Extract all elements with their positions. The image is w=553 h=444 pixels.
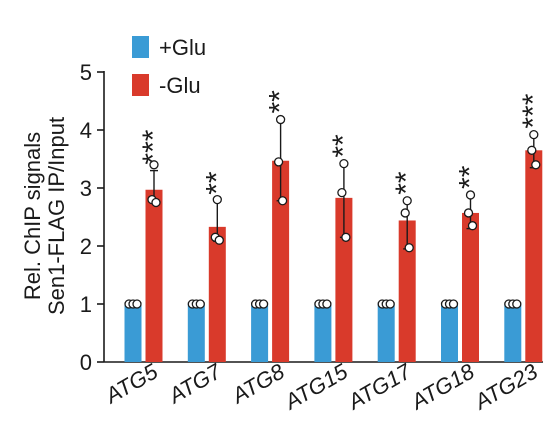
point-minus-glu — [337, 187, 347, 198]
point-minus-glu — [529, 129, 539, 140]
bar-plus-glu — [124, 304, 142, 362]
point-minus-glu — [151, 197, 161, 208]
y-axis-label: Rel. ChIP signals Sen1-FLAG IP/Input — [20, 117, 69, 315]
point-minus-glu — [531, 160, 541, 170]
significance-marker: ** — [200, 171, 233, 195]
data-points — [124, 114, 541, 309]
point-minus-glu — [465, 190, 476, 200]
y-axis-title-line-1: Rel. ChIP signals — [20, 132, 45, 300]
point-minus-glu — [273, 157, 284, 167]
point-minus-glu — [214, 235, 224, 245]
bar-plus-glu — [314, 304, 332, 362]
bar-plus-glu — [377, 304, 395, 362]
category-label: ATG23 — [469, 358, 543, 415]
y-tick-label: 0 — [80, 350, 92, 375]
bar-plus-glu — [441, 304, 458, 362]
point-minus-glu — [275, 114, 286, 125]
y-tick-label: 4 — [80, 118, 92, 143]
legend: +Glu -Glu — [132, 35, 206, 98]
legend-label: -Glu — [159, 73, 201, 98]
significance-marker: ** — [454, 165, 487, 189]
y-tick-label: 5 — [80, 60, 92, 85]
category-label: ATG8 — [226, 358, 289, 409]
significance-markers: *********** ***** — [137, 90, 550, 195]
point-plus-glu — [385, 299, 395, 309]
category-label: ATG18 — [405, 358, 479, 415]
point-plus-glu — [322, 299, 332, 309]
point-minus-glu — [402, 196, 412, 206]
significance-marker: *** — [137, 129, 170, 164]
significance-marker: ** — [390, 171, 423, 195]
bar-minus-glu — [525, 150, 543, 362]
point-minus-glu — [527, 145, 537, 155]
bar-minus-glu — [208, 226, 226, 362]
category-label: ATG17 — [342, 358, 416, 415]
point-plus-glu — [448, 299, 459, 309]
category-label: ATG5 — [99, 358, 162, 409]
y-tick-label: 2 — [80, 234, 92, 259]
point-minus-glu — [149, 160, 159, 170]
point-plus-glu — [132, 299, 142, 309]
significance-marker: ** — [327, 134, 360, 158]
y-tick-label: 3 — [80, 176, 92, 201]
significance-marker: ** — [264, 90, 297, 114]
point-minus-glu — [404, 243, 414, 253]
point-minus-glu — [463, 208, 474, 218]
point-plus-glu — [258, 299, 269, 309]
bar-plus-glu — [504, 304, 522, 362]
y-axis-title-line-2: Sen1-FLAG IP/Input — [44, 117, 69, 315]
significance-marker: *** — [517, 93, 550, 128]
bar-minus-glu — [462, 212, 479, 362]
bar-minus-glu — [145, 189, 163, 362]
legend-swatch — [132, 36, 149, 58]
point-minus-glu — [339, 158, 349, 169]
legend-label: +Glu — [159, 35, 206, 60]
point-plus-glu — [512, 299, 522, 309]
point-minus-glu — [341, 232, 351, 242]
bar-plus-glu — [187, 304, 205, 362]
bar-minus-glu — [398, 220, 416, 362]
legend-swatch — [132, 74, 149, 96]
y-tick-label: 1 — [80, 292, 92, 317]
point-plus-glu — [195, 299, 205, 309]
bar-minus-glu — [272, 160, 290, 362]
category-label: ATG15 — [279, 358, 353, 415]
point-minus-glu — [467, 221, 478, 231]
point-minus-glu — [400, 208, 410, 218]
bar-plus-glu — [251, 304, 269, 362]
point-minus-glu — [212, 194, 222, 205]
category-label: ATG7 — [163, 358, 226, 409]
point-minus-glu — [277, 196, 288, 206]
